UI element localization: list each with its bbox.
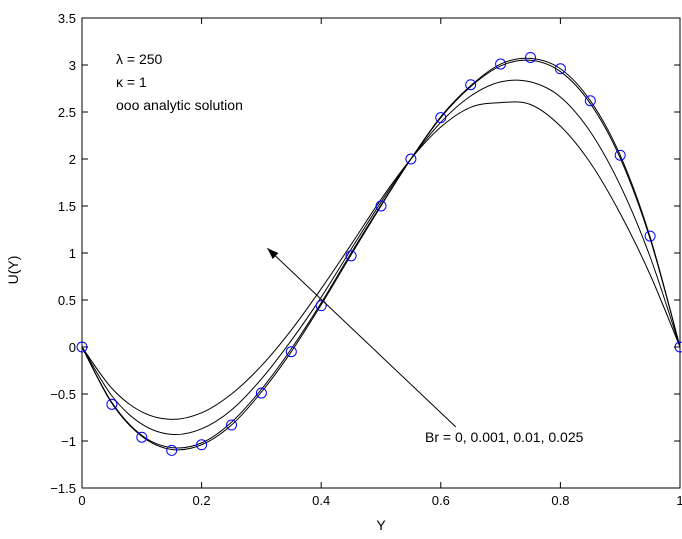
x-axis-label: Y: [376, 517, 386, 533]
analytic-marker: [405, 153, 417, 165]
analytic-marker: [465, 79, 477, 91]
analytic-marker: [345, 250, 357, 262]
chart-marks: [76, 51, 682, 456]
analytic-marker: [375, 200, 387, 212]
analytic-marker: [136, 431, 148, 443]
analytic-marker: [495, 58, 507, 70]
series-line-4: [81, 101, 681, 420]
y-tick-label: 1.5: [58, 199, 76, 214]
br-annotation: Br = 0, 0.001, 0.01, 0.025: [425, 429, 584, 445]
kappa-annotation: κ = 1: [116, 74, 147, 90]
analytic-marker: [644, 230, 656, 242]
x-tick-label: 0.8: [551, 493, 569, 508]
y-tick-label: 3: [69, 58, 76, 73]
y-tick-label: −1: [61, 434, 76, 449]
y-tick-label: 3.5: [58, 11, 76, 26]
analytic-marker: [525, 51, 536, 63]
y-tick-label: −1.5: [50, 481, 76, 496]
analytic-marker: [196, 439, 208, 451]
x-tick-label: 0: [78, 493, 85, 508]
x-tick-label: 1: [676, 493, 682, 508]
analytic-marker: [554, 63, 566, 75]
analytic-marker: [584, 95, 596, 107]
series-line-3: [81, 79, 681, 436]
analytic-marker: [614, 149, 626, 161]
y-tick-label: −0.5: [50, 387, 76, 402]
lambda-annotation: λ = 250: [116, 51, 163, 67]
x-tick-label: 0.2: [193, 493, 211, 508]
analytic-marker: [255, 387, 267, 399]
analytic-marker: [106, 398, 118, 410]
analytic-marker: [226, 419, 237, 431]
x-tick-label: 0.6: [432, 493, 450, 508]
br-arrow-shaft: [267, 247, 457, 428]
legend-annotation: ooo analytic solution: [116, 97, 243, 113]
y-tick-label: 0: [69, 340, 76, 355]
x-tick-label: 0.4: [312, 493, 330, 508]
y-tick-label: 1: [69, 246, 76, 261]
y-tick-label: 2: [69, 152, 76, 167]
analytic-marker: [315, 300, 327, 312]
series-line-2: [81, 59, 681, 449]
analytic-marker: [435, 112, 447, 124]
br-arrow-head: [267, 248, 279, 260]
analytic-marker: [285, 346, 297, 358]
axes: 0 0.2 0.4 0.6 0.8 1 −1.5 −1 −0.5 0 0.5 1 1.5 2 2.5 3 3.5: [50, 11, 682, 508]
plot-frame: [81, 17, 681, 489]
y-axis-label: U(Y): [5, 256, 21, 285]
y-tick-label: 2.5: [58, 105, 76, 120]
plot-area: [81, 17, 681, 489]
y-tick-label: 0.5: [58, 293, 76, 308]
annotations: λ = 250 κ = 1 ooo analytic solution Br =…: [116, 51, 584, 445]
analytic-marker: [166, 444, 178, 456]
